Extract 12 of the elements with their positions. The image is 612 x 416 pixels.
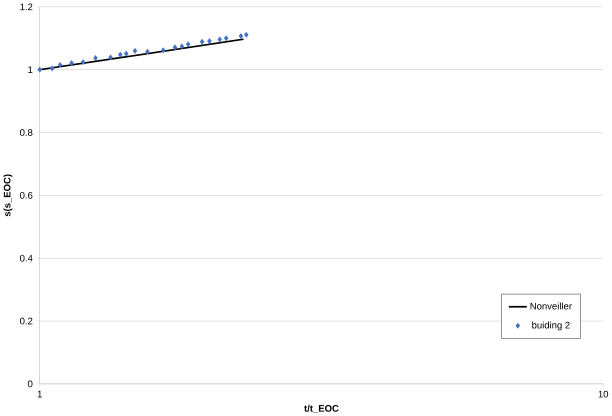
- y-axis-title: s(s_EOC): [4, 174, 12, 216]
- y-tick-label: 0.8: [20, 128, 32, 136]
- y-tick-label: 0: [28, 380, 32, 388]
- legend-label: buiding 2: [532, 321, 570, 330]
- y-tick-label: 1: [28, 66, 32, 73]
- y-tick-label: 0.2: [20, 318, 32, 324]
- x-axis-title: t/t_EOC: [304, 404, 339, 413]
- y-tick-label: 0.4: [20, 254, 33, 262]
- y-tick-label: 1.2: [20, 3, 32, 10]
- legend-label: Nonveiller: [530, 302, 572, 310]
- x-tick-label: 10: [598, 390, 608, 398]
- y-tick-label: 0.6: [20, 192, 32, 199]
